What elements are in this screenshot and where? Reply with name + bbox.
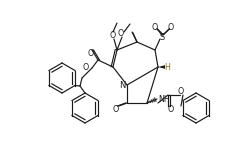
Text: O: O <box>88 48 94 57</box>
Text: H: H <box>164 63 170 72</box>
Text: NH: NH <box>158 94 170 103</box>
Text: O: O <box>83 63 89 72</box>
Text: N: N <box>119 81 125 90</box>
Text: O: O <box>152 22 158 32</box>
Text: O: O <box>168 105 174 114</box>
Text: O: O <box>118 30 124 39</box>
Text: O: O <box>178 87 184 96</box>
Text: O: O <box>113 105 119 114</box>
Text: S: S <box>159 33 165 42</box>
Polygon shape <box>158 65 165 69</box>
Text: O: O <box>110 30 116 39</box>
Text: O: O <box>168 22 174 32</box>
